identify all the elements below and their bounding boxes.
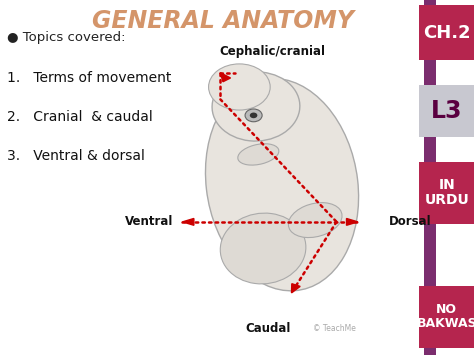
- Text: GENERAL ANATOMY: GENERAL ANATOMY: [92, 9, 354, 33]
- FancyBboxPatch shape: [419, 162, 474, 224]
- Text: NO
BAKWAS: NO BAKWAS: [417, 303, 474, 331]
- Text: ● Topics covered:: ● Topics covered:: [7, 31, 126, 44]
- Circle shape: [245, 109, 262, 122]
- FancyBboxPatch shape: [419, 85, 474, 137]
- Text: 3.   Ventral & dorsal: 3. Ventral & dorsal: [7, 149, 145, 163]
- Polygon shape: [292, 284, 300, 293]
- FancyBboxPatch shape: [419, 286, 474, 348]
- Ellipse shape: [288, 203, 342, 237]
- Ellipse shape: [220, 213, 306, 284]
- Polygon shape: [346, 218, 358, 225]
- Circle shape: [250, 113, 257, 118]
- FancyBboxPatch shape: [419, 5, 474, 60]
- Ellipse shape: [238, 144, 279, 165]
- Ellipse shape: [212, 72, 300, 141]
- Text: Cephalic/cranial: Cephalic/cranial: [219, 45, 326, 58]
- Ellipse shape: [205, 78, 359, 291]
- Polygon shape: [220, 73, 230, 82]
- Text: CH.2: CH.2: [423, 24, 471, 42]
- Text: Ventral: Ventral: [125, 215, 173, 228]
- Text: © TeachMe: © TeachMe: [313, 324, 356, 333]
- Text: 2.   Cranial  & caudal: 2. Cranial & caudal: [7, 110, 153, 124]
- Text: IN
URDU: IN URDU: [424, 178, 469, 207]
- Text: L3: L3: [431, 99, 463, 123]
- FancyBboxPatch shape: [424, 0, 436, 355]
- Ellipse shape: [209, 64, 270, 110]
- Text: 1.   Terms of movement: 1. Terms of movement: [7, 71, 172, 85]
- Text: Dorsal: Dorsal: [389, 215, 431, 228]
- Text: Caudal: Caudal: [245, 322, 291, 335]
- Polygon shape: [182, 218, 194, 225]
